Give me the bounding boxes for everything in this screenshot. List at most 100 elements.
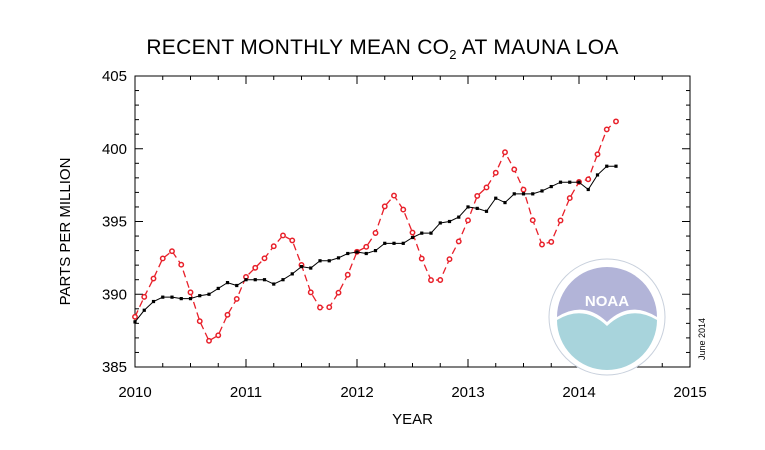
y-axis-label: PARTS PER MILLION: [57, 158, 74, 306]
data-point-monthly: [141, 293, 148, 300]
x-tick-label: 2014: [562, 384, 595, 401]
data-point-trend: [410, 235, 415, 240]
data-point-monthly: [344, 271, 351, 278]
data-point-monthly: [566, 195, 573, 202]
data-point-monthly: [335, 289, 342, 296]
y-tick-label: 395: [102, 214, 127, 231]
x-tick-label: 2011: [230, 384, 262, 401]
data-point-monthly: [428, 277, 434, 284]
x-tick-label: 2010: [118, 384, 151, 401]
data-point-monthly: [437, 277, 444, 283]
data-point-trend: [429, 231, 433, 235]
data-point-trend: [290, 272, 294, 276]
data-point-trend: [336, 256, 341, 260]
data-point-trend: [355, 250, 359, 254]
data-point-trend: [503, 200, 507, 205]
data-point-monthly: [594, 151, 601, 158]
data-point-monthly: [455, 238, 462, 245]
data-point-trend: [512, 192, 516, 196]
data-point-monthly: [178, 261, 185, 268]
data-point-monthly: [511, 166, 518, 173]
data-point-monthly: [307, 289, 314, 296]
data-point-monthly: [446, 256, 453, 263]
data-point-trend: [484, 209, 489, 213]
title-rest: AT MAUNA LOA: [456, 36, 619, 59]
data-point-trend: [327, 259, 331, 263]
data-point-trend: [577, 180, 581, 184]
noaa-logo: NOAA: [548, 258, 666, 376]
logo-text: NOAA: [585, 293, 629, 310]
title-subscript: 2: [449, 47, 457, 63]
data-point-trend: [605, 164, 609, 168]
data-point-trend: [281, 278, 285, 282]
data-point-trend: [253, 278, 257, 282]
data-point-monthly: [224, 311, 231, 318]
data-point-trend: [262, 278, 267, 282]
data-point-trend: [383, 241, 387, 245]
data-point-trend: [614, 164, 618, 168]
y-tick-label: 400: [102, 141, 127, 158]
data-point-monthly: [465, 217, 471, 224]
x-tick-label: 2013: [451, 384, 484, 401]
data-point-monthly: [548, 238, 555, 245]
data-point-trend: [170, 295, 174, 299]
data-point-monthly: [502, 149, 508, 156]
data-point-trend: [244, 278, 248, 282]
data-point-trend: [392, 241, 396, 245]
data-point-monthly: [520, 186, 527, 193]
data-point-trend: [494, 196, 498, 200]
data-point-monthly: [400, 206, 407, 213]
data-point-monthly: [363, 243, 370, 250]
data-point-monthly: [613, 118, 619, 125]
data-point-monthly: [196, 318, 203, 325]
data-point-trend: [133, 320, 137, 324]
chart-title: RECENT MONTHLY MEAN CO2 AT MAUNA LOA: [0, 36, 765, 62]
data-point-monthly: [483, 184, 490, 191]
data-point-monthly: [529, 217, 536, 224]
data-point-trend: [207, 292, 211, 296]
data-point-trend: [142, 308, 146, 312]
data-point-monthly: [603, 126, 610, 133]
data-point-monthly: [474, 192, 481, 199]
logo-sky: [557, 267, 657, 322]
data-point-trend: [457, 215, 461, 219]
data-point-monthly: [270, 243, 277, 250]
data-point-monthly: [557, 217, 564, 224]
data-point-trend: [235, 283, 239, 288]
data-point-trend: [364, 251, 368, 256]
data-point-monthly: [187, 289, 194, 296]
data-point-trend: [420, 231, 424, 235]
data-point-monthly: [280, 232, 286, 239]
data-point-monthly: [215, 332, 222, 339]
data-point-trend: [447, 219, 452, 224]
data-point-trend: [438, 221, 442, 225]
logo-sea: [557, 313, 657, 370]
data-point-monthly: [206, 337, 212, 344]
date-credit: June 2014: [697, 317, 707, 360]
data-point-monthly: [381, 203, 388, 210]
data-point-trend: [318, 259, 322, 263]
data-point-monthly: [539, 241, 545, 248]
data-point-trend: [475, 206, 479, 211]
title-main: RECENT MONTHLY MEAN CO: [146, 36, 450, 59]
data-point-monthly: [233, 295, 240, 302]
data-point-monthly: [289, 237, 296, 244]
x-axis-label: YEAR: [392, 411, 433, 428]
data-point-trend: [151, 299, 156, 304]
x-tick-label: 2012: [340, 384, 373, 401]
data-point-monthly: [326, 304, 333, 311]
y-tick-label: 390: [102, 286, 127, 303]
data-point-monthly: [409, 229, 416, 236]
data-point-trend: [373, 249, 378, 253]
data-point-monthly: [585, 176, 592, 183]
data-point-monthly: [252, 264, 259, 271]
data-point-trend: [299, 265, 304, 269]
data-point-trend: [198, 294, 202, 298]
data-point-trend: [466, 205, 470, 209]
data-point-monthly: [159, 255, 166, 262]
data-point-monthly: [391, 192, 397, 199]
data-point-trend: [161, 295, 165, 299]
data-point-trend: [595, 173, 600, 177]
y-tick-label: 385: [102, 359, 127, 376]
